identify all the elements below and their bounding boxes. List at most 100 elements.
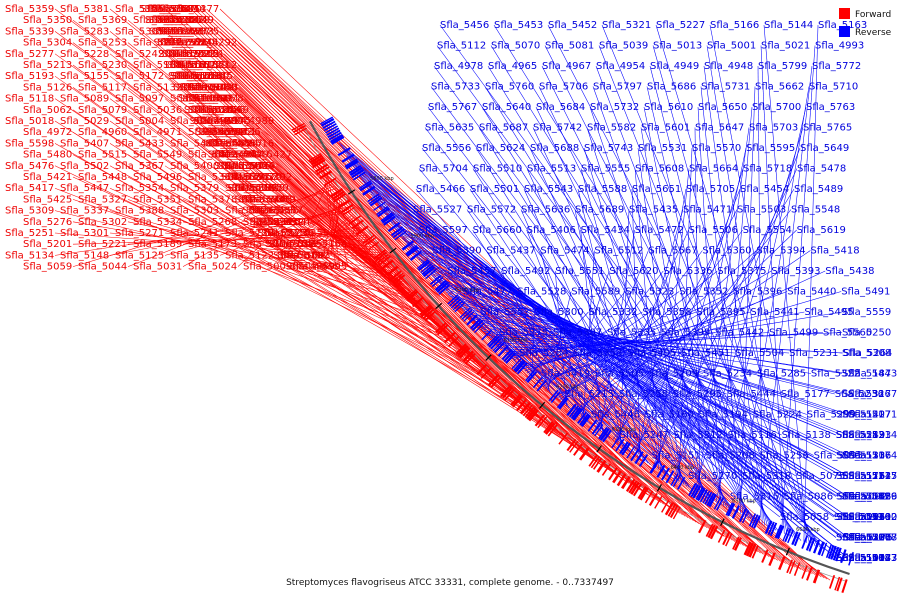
forward-feature [828, 574, 836, 589]
forward-feature [664, 502, 674, 516]
forward-gene-label: Sfla_5260 [166, 38, 215, 49]
forward-gene-label: Sfla_5054 [192, 105, 241, 116]
reverse-gene-label: Sfla_5760 [485, 82, 534, 93]
forward-gene-label: Sfla_5009 [243, 262, 292, 273]
forward-leader-line [243, 120, 566, 440]
reverse-gene-label: Sfla_4993 [815, 41, 864, 52]
forward-feature [592, 457, 603, 470]
reverse-leader-line [646, 86, 746, 517]
forward-gene-label: Sfla_5238 [265, 228, 314, 239]
reverse-leader-line [393, 225, 837, 477]
genome-caption: Streptomyces flavogriseus ATCC 33331, co… [286, 578, 614, 588]
reverse-feature [454, 301, 466, 313]
reverse-leader-line [739, 86, 756, 515]
reverse-feature [801, 535, 809, 549]
forward-gene-label: Sfla_5031 [133, 262, 182, 273]
forward-gene-label: Sfla_5281 [253, 217, 302, 228]
forward-gene-label: Sfla_5026 [196, 105, 245, 116]
reverse-gene-label: Sfla_5528 [517, 287, 566, 298]
forward-feature [637, 486, 647, 500]
reverse-leader-line [595, 229, 743, 428]
reverse-gene-label: Sfla_5315 [730, 492, 779, 503]
reverse-feature [421, 264, 434, 276]
forward-gene-label: Sfla_4995 [298, 262, 347, 273]
reverse-feature [392, 228, 405, 239]
forward-feature [628, 480, 638, 494]
forward-leader-line [327, 194, 339, 256]
reverse-gene-label: Sfla_5418 [810, 246, 859, 257]
forward-feature [669, 504, 679, 519]
reverse-feature [490, 338, 502, 350]
forward-leader-line [109, 210, 417, 299]
forward-feature [511, 395, 523, 408]
forward-gene-label: Sfla_5082 [277, 250, 326, 261]
forward-gene-label: Sfla_5302 [78, 217, 127, 228]
forward-gene-label: Sfla_5091 [190, 94, 239, 105]
reverse-gene-label: Sfla_5264 [843, 348, 892, 359]
forward-gene-label: Sfla_5344 [157, 4, 206, 15]
forward-gene-label: Sfla_5189 [133, 239, 182, 250]
reverse-gene-label: Sfla_4978 [434, 61, 483, 72]
reverse-leader-line [466, 313, 843, 374]
reverse-leader-line [518, 311, 843, 366]
reverse-gene-label: Sfla_5176 [836, 471, 885, 482]
forward-gene-label: Sfla_5128 [181, 82, 230, 93]
reverse-leader-line [763, 24, 807, 543]
reverse-leader-line [380, 208, 843, 497]
forward-leader-line [219, 165, 490, 376]
forward-leader-line [164, 210, 415, 297]
forward-gene-label: Sfla_5439 [240, 183, 289, 194]
forward-gene-label: Sfla_4972 [23, 127, 72, 138]
genome-backbone [309, 120, 850, 576]
reverse-feature [769, 522, 778, 537]
reverse-leader-line [718, 106, 753, 504]
reverse-gene-label: Sfla_5092 [838, 492, 887, 503]
forward-gene-label: Sfla_5304 [23, 38, 72, 49]
forward-gene-label: Sfla_5090 [182, 94, 231, 105]
reverse-gene-label: Sfla_5597 [419, 225, 468, 236]
forward-gene-label: Sfla_5184 [170, 71, 219, 82]
reverse-gene-label: Sfla_5554 [743, 225, 792, 236]
reverse-gene-label: Sfla_5027 [848, 553, 897, 564]
forward-gene-label: Sfla_5404 [209, 138, 258, 149]
forward-gene-label: Sfla_5598 [5, 138, 54, 149]
forward-gene-label: Sfla_5475 [222, 161, 271, 172]
reverse-gene-label: Sfla_5742 [533, 123, 582, 134]
reverse-leader-line [520, 209, 626, 449]
reverse-gene-label: Sfla_5285 [757, 369, 806, 380]
forward-feature [801, 565, 808, 579]
reverse-gene-label: Sfla_4949 [650, 61, 699, 72]
reverse-leader-line [657, 168, 690, 470]
reverse-gene-label: Sfla_5763 [806, 102, 855, 113]
reverse-leader-line [460, 307, 673, 395]
forward-feature [340, 203, 354, 214]
reverse-gene-label: Sfla_4954 [596, 61, 645, 72]
reverse-feature [848, 551, 854, 566]
reverse-feature [580, 414, 592, 428]
reverse-feature [344, 158, 358, 168]
reverse-gene-label: Sfla_5307 [553, 328, 602, 339]
position-tick-mark [656, 484, 662, 492]
reverse-gene-label: Sfla_5718 [743, 164, 792, 175]
position-tick-label: 6400 kbp [671, 465, 695, 471]
forward-leader-line [109, 232, 382, 256]
reverse-gene-label: Sfla_5635 [425, 123, 474, 134]
reverse-leader-line [637, 147, 682, 484]
forward-leader-line [54, 210, 419, 302]
forward-feature [654, 495, 663, 509]
forward-feature [667, 503, 677, 517]
forward-leader-line [72, 154, 518, 401]
reverse-gene-label: Sfla_5321 [602, 20, 651, 31]
forward-gene-label: Sfla_5425 [23, 194, 72, 205]
reverse-feature [513, 359, 524, 371]
reverse-leader-line [760, 45, 785, 534]
reverse-leader-line [483, 331, 843, 354]
reverse-feature [409, 250, 423, 261]
forward-leader-line [249, 109, 596, 462]
reverse-leader-line [598, 45, 793, 538]
forward-gene-label: Sfla_5097 [115, 94, 164, 105]
forward-gene-label: Sfla_5122 [225, 250, 274, 261]
reverse-feature [830, 545, 837, 560]
reverse-feature [706, 492, 715, 506]
